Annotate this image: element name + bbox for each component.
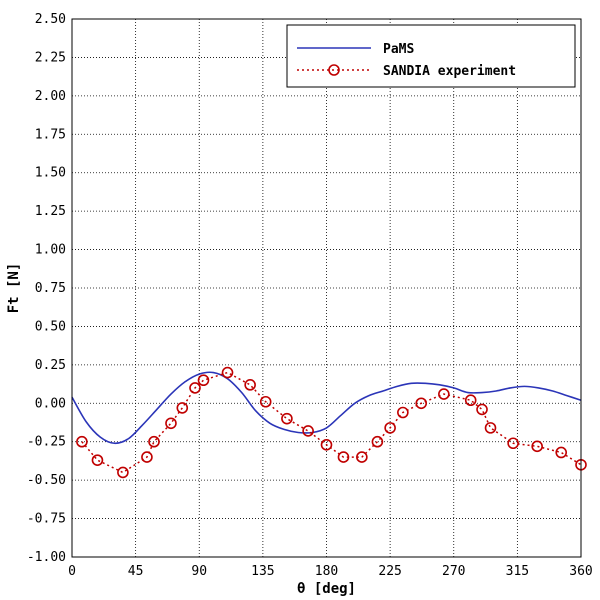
x-tick-label: 135 — [251, 564, 274, 579]
y-tick-label: 2.00 — [35, 89, 66, 104]
x-tick-label: 270 — [442, 564, 465, 579]
data-point-sandia — [244, 379, 256, 391]
x-axis-title: θ [deg] — [297, 581, 356, 597]
y-tick-label: 0.75 — [35, 281, 66, 296]
legend: PaMS SANDIA experiment — [286, 24, 576, 88]
data-point-sandia — [176, 402, 189, 414]
legend-label-sandia: SANDIA experiment — [383, 64, 516, 79]
x-tick-label: 315 — [506, 564, 529, 579]
data-point-sandia — [221, 366, 234, 379]
data-point-sandia — [484, 422, 497, 434]
tick-labels: 0 45 90 135 180 225 270 315 360 -1.00 -0.75 -0.50 -0… — [27, 12, 593, 579]
data-point-sandia — [259, 395, 272, 408]
y-tick-label: 1.00 — [35, 243, 66, 258]
y-tick-label: 1.50 — [35, 166, 66, 181]
data-point-sandia — [438, 388, 450, 400]
legend-label-pams: PaMS — [383, 42, 414, 57]
data-point-sandia — [148, 435, 160, 448]
data-point-sandia — [531, 440, 543, 453]
data-point-sandia — [507, 437, 519, 450]
data-point-sandia — [117, 466, 129, 479]
data-point-sandia — [337, 451, 350, 463]
series-line-sandia — [81, 371, 582, 474]
y-tick-label: 0.00 — [35, 396, 66, 411]
data-point-sandia — [76, 435, 88, 448]
series-line-pams — [71, 371, 582, 445]
data-point-sandia — [371, 435, 384, 448]
data-point-sandia — [189, 382, 201, 394]
plot-frame — [71, 18, 582, 558]
legend-marker-sandia — [328, 64, 340, 76]
data-point-sandia — [302, 425, 314, 437]
data-point-sandia — [320, 438, 333, 451]
y-tick-label: 1.25 — [35, 204, 66, 219]
x-tick-label: 0 — [68, 564, 76, 579]
x-tick-label: 225 — [378, 564, 401, 579]
y-tick-label: -0.25 — [27, 435, 66, 450]
y-tick-label: 1.75 — [35, 127, 66, 142]
x-tick-label: 90 — [191, 564, 207, 579]
data-point-sandia — [281, 412, 293, 425]
data-point-sandia — [415, 397, 428, 410]
x-tick-label: 360 — [569, 564, 592, 579]
series-layer — [71, 366, 587, 479]
y-tick-label: -0.50 — [27, 473, 66, 488]
data-point-sandia — [197, 374, 210, 387]
x-tick-label: 45 — [128, 564, 144, 579]
legend-box — [286, 24, 576, 88]
data-point-sandia — [384, 422, 396, 434]
data-point-sandia — [91, 454, 104, 466]
data-point-sandia — [464, 394, 477, 407]
data-point-sandia — [356, 451, 368, 463]
data-point-sandia — [397, 406, 409, 419]
y-tick-label: 2.50 — [35, 12, 66, 27]
grid — [71, 18, 582, 558]
y-tick-label: 0.50 — [35, 319, 66, 334]
y-tick-label: -0.75 — [27, 512, 66, 527]
y-axis-title: Ft [N] — [6, 263, 22, 314]
y-tick-label: 0.25 — [35, 358, 66, 373]
data-point-sandia — [141, 451, 153, 463]
y-tick-label: -1.00 — [27, 550, 66, 565]
data-point-sandia — [476, 403, 488, 416]
data-point-sandia — [555, 446, 568, 459]
data-point-sandia — [165, 417, 177, 430]
y-tick-label: 2.25 — [35, 50, 66, 65]
x-tick-label: 180 — [315, 564, 338, 579]
